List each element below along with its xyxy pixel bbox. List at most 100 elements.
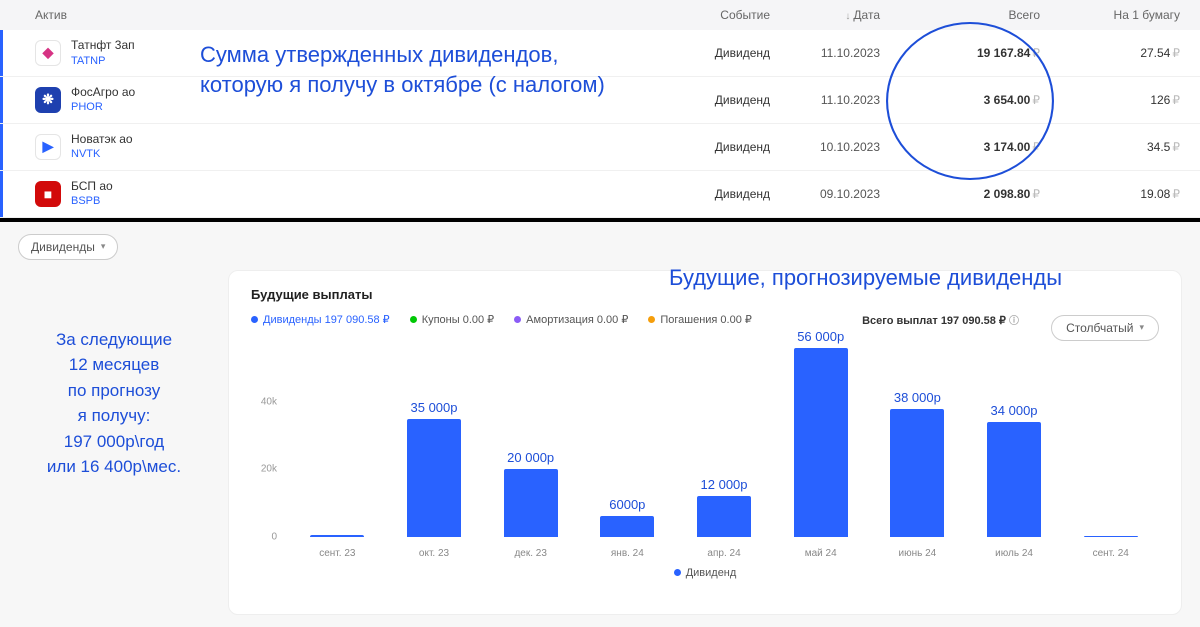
- dot-icon: [674, 569, 681, 576]
- table-header-row: Актив Событие ↓Дата Всего На 1 бумагу: [0, 0, 1200, 30]
- legend-amortization[interactable]: Амортизация 0.00 ₽: [514, 313, 628, 326]
- date-cell: 11.10.2023: [770, 93, 880, 107]
- bar: [794, 348, 848, 537]
- dot-icon: [648, 316, 655, 323]
- asset-icon: ❋: [35, 87, 61, 113]
- bars-container: 35 000р 20 000р 6000р 12 000р 56 000р 38…: [289, 335, 1159, 537]
- annotation-forecast-summary: За следующие12 месяцевпо прогнозуя получ…: [14, 327, 214, 480]
- per-unit-cell: 126₽: [1040, 93, 1180, 107]
- bar-column[interactable]: 38 000р: [869, 335, 966, 537]
- header-total[interactable]: Всего: [880, 8, 1040, 22]
- filter-dividends-pill[interactable]: Дивиденды ▾: [18, 234, 118, 260]
- legend-dividends[interactable]: Дивиденды 197 090.58 ₽: [251, 313, 390, 326]
- bar-value-label: 12 000р: [701, 477, 748, 492]
- event-cell: Дивиденд: [660, 46, 770, 60]
- info-icon[interactable]: ⓘ: [1009, 316, 1019, 327]
- bar: [407, 419, 461, 537]
- x-tick: май 24: [772, 548, 869, 559]
- legend-redemptions[interactable]: Погашения 0.00 ₽: [648, 313, 752, 326]
- asset-name: БСП ао: [71, 179, 113, 195]
- y-axis: 020k40k: [251, 335, 283, 537]
- chevron-down-icon: ▾: [101, 241, 106, 252]
- legend-coupons[interactable]: Купоны 0.00 ₽: [410, 313, 494, 326]
- bar-value-label: 6000р: [609, 497, 645, 512]
- row-accent: [0, 171, 3, 217]
- x-tick: июль 24: [966, 548, 1063, 559]
- dot-icon: [410, 316, 417, 323]
- table-row[interactable]: ▶ Новатэк ао NVTK Дивиденд 10.10.2023 3 …: [0, 124, 1200, 171]
- asset-name: Татнфт 3ап: [71, 38, 135, 54]
- x-tick: апр. 24: [676, 548, 773, 559]
- bar-column[interactable]: 20 000р: [482, 335, 579, 537]
- event-cell: Дивиденд: [660, 187, 770, 201]
- bar-column[interactable]: 34 000р: [966, 335, 1063, 537]
- chart-bottom-legend: Дивиденд: [251, 567, 1159, 579]
- table-row[interactable]: ❋ ФосАгро ао PHOR Дивиденд 11.10.2023 3 …: [0, 77, 1200, 124]
- chart-card: Будущие, прогнозируемые дивиденды Будущи…: [228, 270, 1182, 615]
- dot-icon: [514, 316, 521, 323]
- assets-table-section: Актив Событие ↓Дата Всего На 1 бумагу ◆ …: [0, 0, 1200, 218]
- bar: [310, 535, 364, 537]
- bar: [600, 516, 654, 536]
- total-cell: 19 167.84₽: [880, 46, 1040, 60]
- event-cell: Дивиденд: [660, 140, 770, 154]
- annotation-chart-heading: Будущие, прогнозируемые дивиденды: [669, 265, 1062, 291]
- date-cell: 10.10.2023: [770, 140, 880, 154]
- per-unit-cell: 34.5₽: [1040, 140, 1180, 154]
- header-asset[interactable]: Актив: [20, 8, 440, 22]
- table-row[interactable]: ■ БСП ао BSPB Дивиденд 09.10.2023 2 098.…: [0, 171, 1200, 218]
- sort-down-icon: ↓: [845, 11, 850, 22]
- chart-legend: Дивиденды 197 090.58 ₽ Купоны 0.00 ₽ Амо…: [251, 312, 1159, 327]
- row-accent: [0, 30, 3, 76]
- bar-column[interactable]: 12 000р: [676, 335, 773, 537]
- asset-icon: ▶: [35, 134, 61, 160]
- bar-column[interactable]: 6000р: [579, 335, 676, 537]
- header-event[interactable]: Событие: [660, 8, 770, 22]
- row-accent: [0, 124, 3, 170]
- x-tick: июнь 24: [869, 548, 966, 559]
- date-cell: 09.10.2023: [770, 187, 880, 201]
- asset-icon: ■: [35, 181, 61, 207]
- table-row[interactable]: ◆ Татнфт 3ап TATNP Дивиденд 11.10.2023 1…: [0, 30, 1200, 77]
- per-unit-cell: 19.08₽: [1040, 187, 1180, 201]
- dot-icon: [251, 316, 258, 323]
- asset-ticker[interactable]: NVTK: [71, 147, 133, 161]
- row-accent: [0, 77, 3, 123]
- bar: [987, 422, 1041, 536]
- total-cell: 3 654.00₽: [880, 93, 1040, 107]
- x-tick: окт. 23: [386, 548, 483, 559]
- asset-ticker[interactable]: BSPB: [71, 194, 113, 208]
- x-tick: сент. 24: [1062, 548, 1159, 559]
- asset-cell: ■ БСП ао BSPB: [20, 179, 440, 209]
- total-cell: 2 098.80₽: [880, 187, 1040, 201]
- asset-cell: ❋ ФосАгро ао PHOR: [20, 85, 440, 115]
- chart-section: Дивиденды ▾ За следующие12 месяцевпо про…: [0, 222, 1200, 627]
- chart-plot-area: 020k40k 35 000р 20 000р 6000р 12 000р 56…: [251, 335, 1159, 565]
- total-cell: 3 174.00₽: [880, 140, 1040, 154]
- asset-ticker[interactable]: TATNP: [71, 54, 135, 68]
- bar: [697, 496, 751, 536]
- header-per-unit[interactable]: На 1 бумагу: [1040, 8, 1180, 22]
- bar-column[interactable]: [1062, 335, 1159, 537]
- asset-ticker[interactable]: PHOR: [71, 100, 135, 114]
- asset-name: ФосАгро ао: [71, 85, 135, 101]
- bar-column[interactable]: 35 000р: [386, 335, 483, 537]
- x-tick: дек. 23: [482, 548, 579, 559]
- bar-value-label: 56 000р: [797, 329, 844, 344]
- bar-value-label: 35 000р: [411, 400, 458, 415]
- per-unit-cell: 27.54₽: [1040, 46, 1180, 60]
- x-tick: янв. 24: [579, 548, 676, 559]
- x-tick: сент. 23: [289, 548, 386, 559]
- date-cell: 11.10.2023: [770, 46, 880, 60]
- chevron-down-icon: ▾: [1139, 322, 1144, 333]
- x-axis: сент. 23окт. 23дек. 23янв. 24апр. 24май …: [289, 548, 1159, 559]
- asset-cell: ◆ Татнфт 3ап TATNP: [20, 38, 440, 68]
- y-tick: 40k: [261, 396, 277, 407]
- bar: [1084, 536, 1138, 537]
- bar: [504, 469, 558, 536]
- bar-value-label: 20 000р: [507, 450, 554, 465]
- y-tick: 0: [271, 531, 277, 542]
- bar-column[interactable]: 56 000р: [772, 335, 869, 537]
- header-date[interactable]: ↓Дата: [770, 8, 880, 22]
- bar-column[interactable]: [289, 335, 386, 537]
